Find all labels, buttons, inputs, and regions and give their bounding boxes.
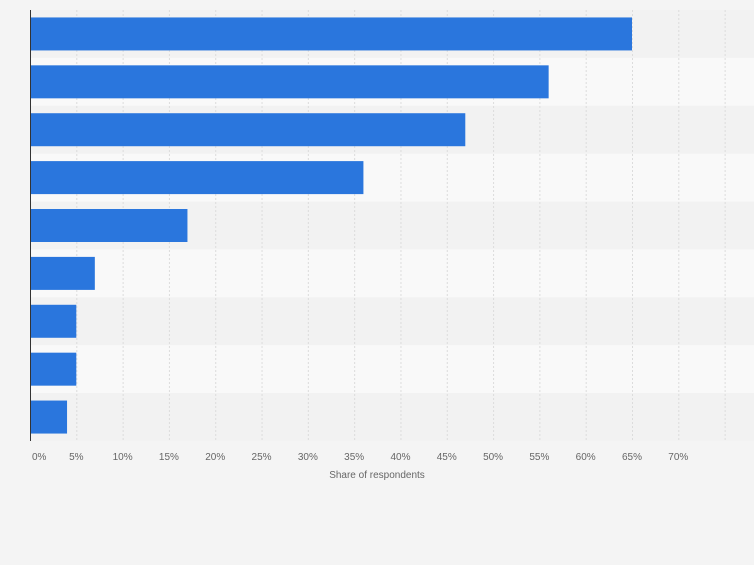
x-tick-label: 25%	[252, 452, 272, 463]
x-tick-label: 40%	[390, 452, 410, 463]
bar	[30, 352, 77, 386]
bar	[30, 400, 68, 434]
x-tick-label: 50%	[483, 452, 503, 463]
x-tick-label: 45%	[437, 452, 457, 463]
x-tick-label: 10%	[113, 452, 133, 463]
x-tick-label: 5%	[69, 452, 84, 463]
x-tick-label: 35%	[344, 452, 364, 463]
row-band	[30, 249, 754, 298]
row-band	[30, 345, 754, 394]
bar	[30, 161, 364, 195]
row-band	[30, 393, 754, 441]
x-tick-label: 55%	[529, 452, 549, 463]
bar	[30, 65, 549, 99]
x-tick-labels: 0% 5% 10% 15% 20% 25% 30% 35% 40% 45% 50% 55% 60% 65%…	[32, 452, 688, 463]
x-axis-label: Share of respondents	[329, 470, 425, 481]
x-tick-label: 30%	[298, 452, 318, 463]
bar	[30, 209, 188, 242]
bar	[30, 304, 77, 338]
bars	[30, 17, 632, 434]
x-tick-label: 65%	[622, 452, 642, 463]
row-band	[30, 297, 754, 346]
bar	[30, 17, 632, 51]
x-tick-label: 0%	[32, 452, 47, 463]
bar	[30, 113, 466, 147]
x-tick-label: 60%	[576, 452, 596, 463]
x-tick-label: 20%	[205, 452, 225, 463]
x-tick-label: 15%	[159, 452, 179, 463]
x-tick-label: 70%	[668, 452, 688, 463]
bar	[30, 256, 95, 290]
